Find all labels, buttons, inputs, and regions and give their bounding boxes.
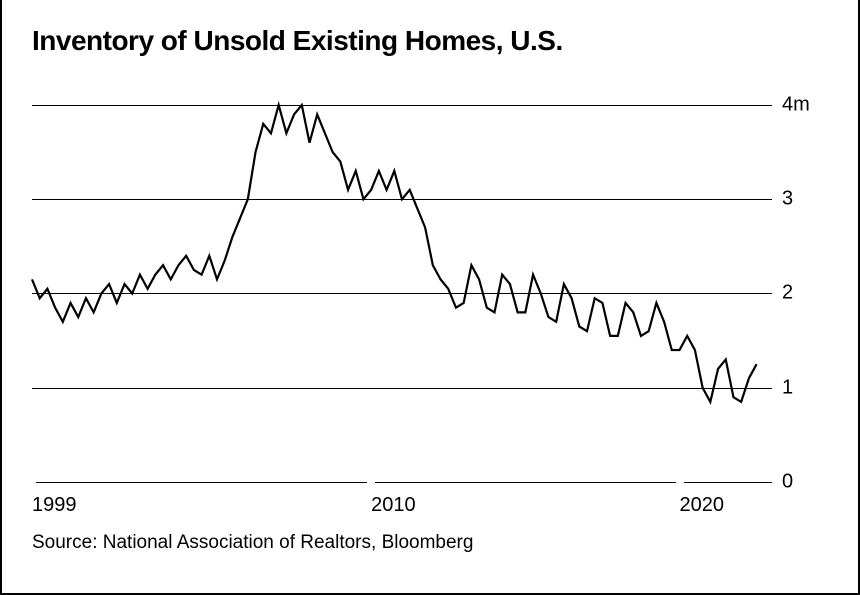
y-axis-label: 3 bbox=[782, 188, 822, 211]
y-gridline bbox=[32, 293, 772, 294]
y-gridline bbox=[32, 388, 772, 389]
x-axis-label: 2010 bbox=[371, 494, 416, 517]
x-axis-gap bbox=[28, 477, 36, 489]
x-axis-gap bbox=[676, 477, 684, 489]
y-axis-label: 0 bbox=[782, 471, 822, 494]
y-axis-label: 1 bbox=[782, 376, 822, 399]
chart-source: Source: National Association of Realtors… bbox=[32, 532, 828, 554]
data-line bbox=[32, 105, 757, 402]
plot-area: 01234m199920102020 bbox=[32, 72, 772, 482]
y-gridline bbox=[32, 105, 772, 106]
x-axis-label: 1999 bbox=[32, 494, 77, 517]
x-axis-label: 2020 bbox=[680, 494, 725, 517]
x-axis-gap bbox=[367, 477, 375, 489]
y-gridline bbox=[32, 199, 772, 200]
line-chart-svg bbox=[32, 72, 772, 482]
y-axis-label: 4m bbox=[782, 93, 822, 116]
y-axis-label: 2 bbox=[782, 282, 822, 305]
chart-container: Inventory of Unsold Existing Homes, U.S.… bbox=[0, 0, 860, 595]
y-gridline bbox=[32, 482, 772, 483]
chart-title: Inventory of Unsold Existing Homes, U.S. bbox=[32, 25, 828, 57]
